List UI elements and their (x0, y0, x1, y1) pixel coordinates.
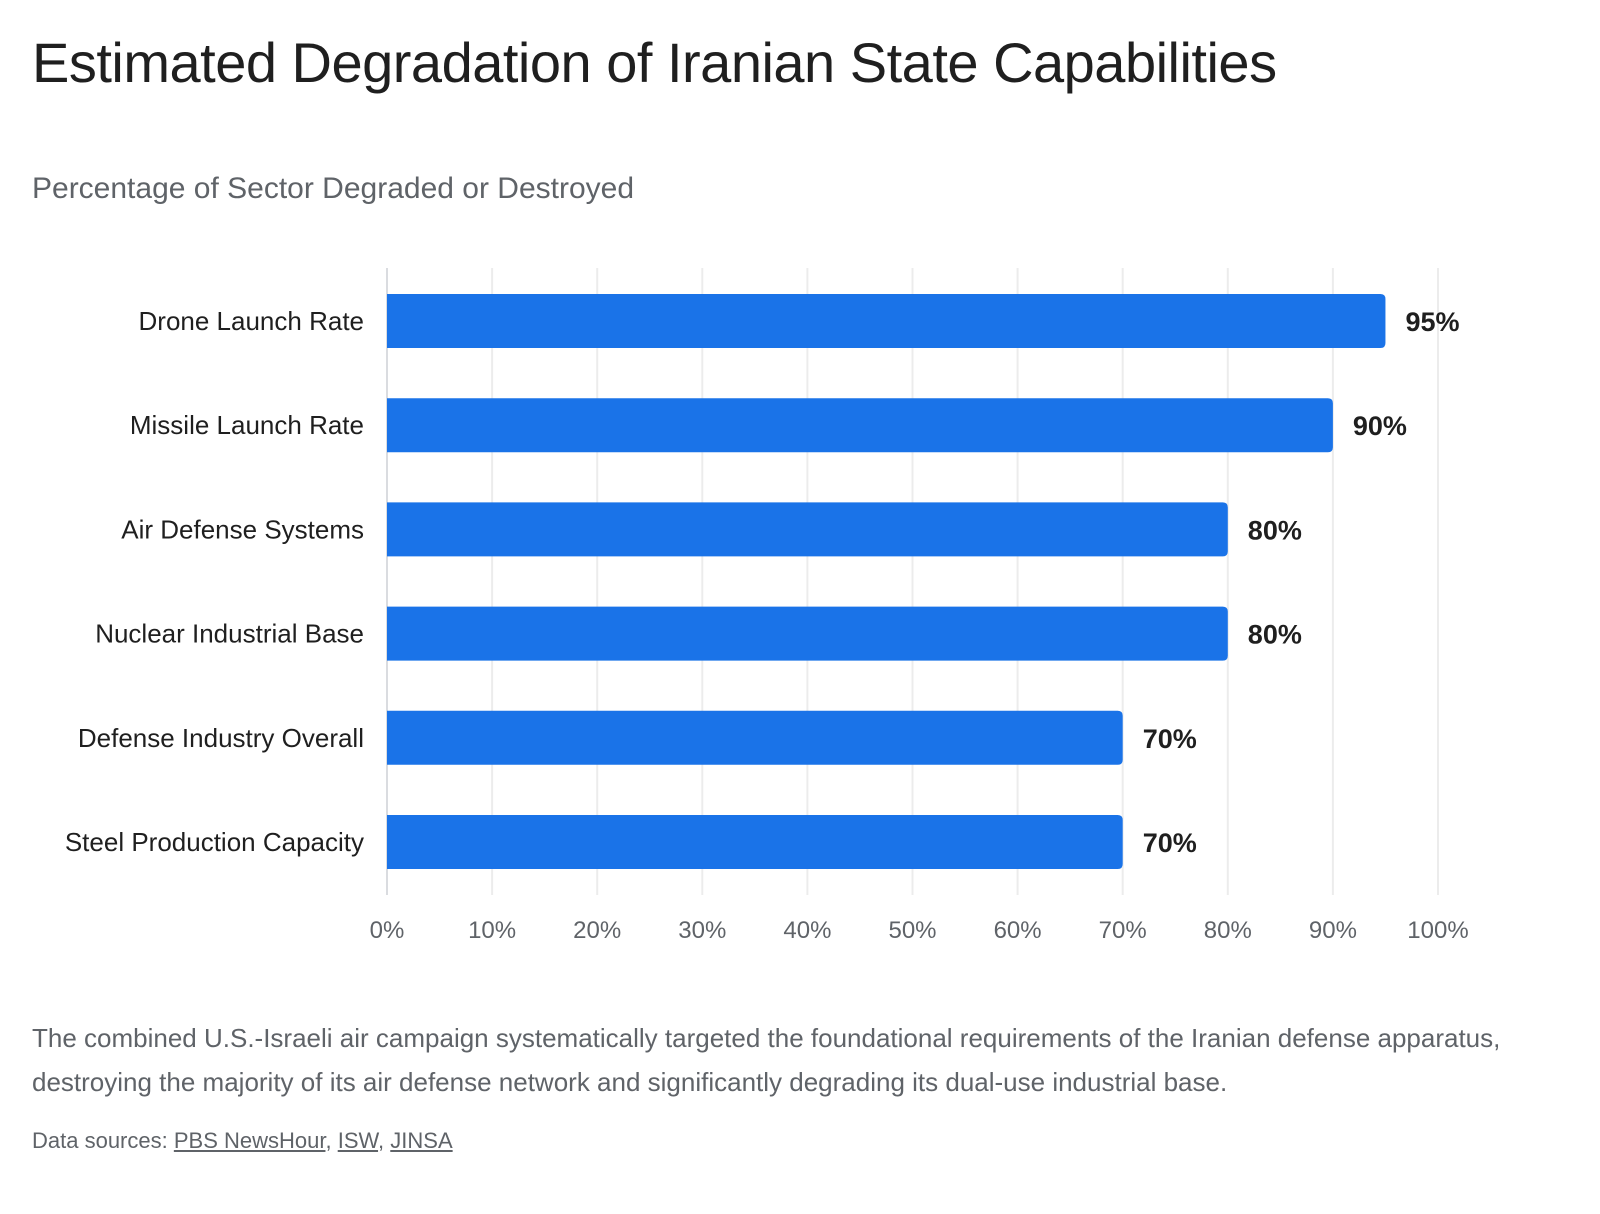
bar (387, 815, 1123, 869)
x-tick-label: 60% (994, 917, 1042, 944)
chart-subtitle: Percentage of Sector Degraded or Destroy… (32, 172, 635, 205)
x-tick-label: 90% (1309, 917, 1357, 944)
chart-description: The combined U.S.-Israeli air campaign s… (32, 1023, 1501, 1097)
x-tick-label: 50% (888, 917, 936, 944)
x-tick-label: 30% (678, 917, 726, 944)
category-label: Missile Launch Rate (130, 410, 364, 440)
data-label: 95% (1405, 307, 1459, 337)
category-label: Defense Industry Overall (78, 723, 364, 753)
x-tick-label: 100% (1407, 917, 1468, 944)
x-tick-label: 20% (573, 917, 621, 944)
data-label: 70% (1143, 724, 1197, 754)
chart-title: Estimated Degradation of Iranian State C… (32, 31, 1277, 94)
category-label: Nuclear Industrial Base (95, 619, 364, 649)
category-label: Drone Launch Rate (139, 306, 364, 336)
source-link-pbs[interactable]: PBS NewsHour (173, 1128, 326, 1153)
data-label: 70% (1143, 828, 1197, 858)
data-sources: Data sources: PBS NewsHour, ISW, JINSA (32, 1128, 453, 1153)
x-tick-label: 0% (370, 917, 405, 944)
sources-prefix: Data sources: (32, 1128, 174, 1153)
x-tick-label: 70% (1099, 917, 1147, 944)
source-link-isw[interactable]: ISW (337, 1128, 379, 1153)
bar (387, 710, 1123, 765)
category-label: Steel Production Capacity (65, 827, 364, 857)
data-label: 80% (1248, 620, 1302, 650)
source-link-jinsa[interactable]: JINSA (390, 1128, 453, 1153)
category-label: Air Defense Systems (121, 514, 364, 544)
bar-chart: 0% 10% 20% 30% 40% 50% 60% 70% 80% 90% 100% Drone L… (65, 268, 1469, 944)
bar (387, 606, 1228, 661)
data-label: 80% (1248, 515, 1302, 545)
bar (387, 398, 1333, 453)
data-label: 90% (1353, 411, 1407, 441)
x-tick-label: 80% (1204, 917, 1252, 944)
x-tick-label: 10% (468, 917, 516, 944)
x-tick-label: 40% (783, 917, 831, 944)
bar (387, 294, 1386, 348)
bar (387, 502, 1228, 557)
